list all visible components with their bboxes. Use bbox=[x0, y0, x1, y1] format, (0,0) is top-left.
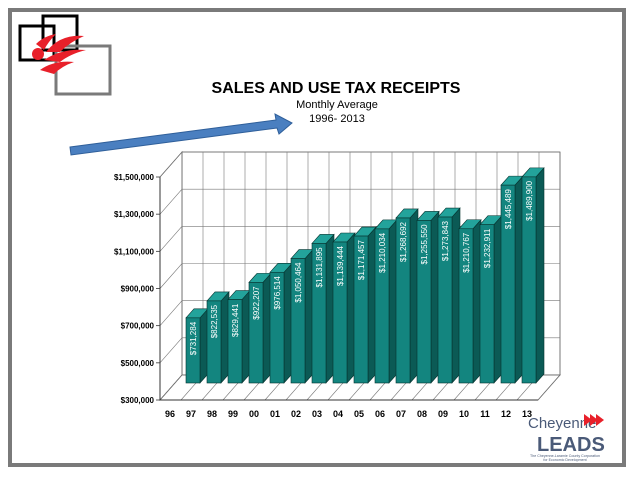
bar-value-label: $1,489,900 bbox=[525, 180, 534, 221]
bar-value-label: $1,255,550 bbox=[420, 224, 429, 265]
bar bbox=[437, 216, 453, 384]
logo-tagline-2: for Economic Development bbox=[543, 458, 586, 462]
x-tick-label: 04 bbox=[333, 409, 343, 419]
bar-value-label: $1,131,895 bbox=[315, 247, 324, 288]
bar bbox=[416, 220, 432, 384]
chart-subtitle-2: 1996- 2013 bbox=[309, 113, 365, 125]
cheyenne-leads-logo: Cheyenne LEADS The Cheyenne-Laramie Coun… bbox=[528, 414, 605, 462]
floor-gridline bbox=[537, 374, 561, 401]
bar bbox=[374, 228, 390, 384]
logo-chevron-1 bbox=[584, 414, 592, 426]
bar-value-label: $731,284 bbox=[189, 321, 198, 355]
x-tick-label: 00 bbox=[249, 409, 259, 419]
bar-value-label: $822,535 bbox=[210, 304, 219, 338]
y-tick-label: $700,000 bbox=[121, 322, 155, 331]
arrow-graphic bbox=[69, 113, 293, 156]
logo-red-mark bbox=[32, 34, 86, 74]
plot-area: $300,000 $500,000 $700,000 $900,000 $1,100,0… bbox=[114, 150, 561, 419]
bar bbox=[521, 176, 537, 384]
logo-brand-top: Cheyenne bbox=[528, 415, 596, 432]
logo-brand-bottom: LEADS bbox=[537, 434, 605, 456]
bar-value-label: $1,171,457 bbox=[357, 240, 366, 281]
floor-gridline bbox=[159, 374, 183, 401]
logo-square-1 bbox=[18, 24, 56, 62]
x-tick-label: 10 bbox=[459, 409, 469, 419]
bar bbox=[206, 300, 222, 384]
bar-value-label: $1,139,444 bbox=[336, 245, 345, 286]
bar bbox=[185, 317, 201, 384]
bar bbox=[395, 217, 411, 384]
x-tick-label: 09 bbox=[438, 409, 448, 419]
x-tick-label: 02 bbox=[291, 409, 301, 419]
y-tick-label: $1,100,000 bbox=[114, 247, 155, 256]
bar-side bbox=[535, 167, 545, 384]
x-tick-label: 98 bbox=[207, 409, 217, 419]
bar bbox=[248, 282, 264, 384]
x-tick-label: 05 bbox=[354, 409, 364, 419]
bar-value-label: $1,050,464 bbox=[294, 262, 303, 303]
bar-value-label: $1,445,489 bbox=[504, 189, 513, 230]
bar-value-label: $1,268,692 bbox=[399, 221, 408, 262]
logo-mark bbox=[18, 14, 112, 96]
y-tick-label: $300,000 bbox=[121, 396, 155, 405]
x-tick-label: 97 bbox=[186, 409, 196, 419]
bar-value-label: $1,273,843 bbox=[441, 220, 450, 261]
x-tick-label: 03 bbox=[312, 409, 322, 419]
bar-value-label: $1,210,034 bbox=[378, 232, 387, 273]
bar bbox=[353, 235, 369, 384]
bar-value-label: $829,441 bbox=[231, 303, 240, 337]
bar bbox=[500, 184, 516, 384]
x-tick-label: 01 bbox=[270, 409, 280, 419]
y-tick-label: $900,000 bbox=[121, 285, 155, 294]
x-tick-label: 08 bbox=[417, 409, 427, 419]
bar-value-label: $922,207 bbox=[252, 286, 261, 320]
bar bbox=[458, 228, 474, 384]
bar bbox=[311, 243, 327, 384]
y-tick-label: $500,000 bbox=[121, 359, 155, 368]
x-tick-label: 07 bbox=[396, 409, 406, 419]
chart-title: SALES AND USE TAX RECEIPTS bbox=[212, 80, 461, 97]
logo-chevron-2 bbox=[590, 414, 598, 426]
x-tick-label: 12 bbox=[501, 409, 511, 419]
bar bbox=[269, 271, 285, 384]
bar-value-label: $1,232,911 bbox=[483, 228, 492, 268]
x-tick-label: 13 bbox=[522, 409, 532, 419]
y-tick-label: $1,300,000 bbox=[114, 210, 155, 219]
bar-value-label: $1,210,767 bbox=[462, 232, 471, 273]
bar bbox=[332, 241, 348, 384]
x-tick-label: 06 bbox=[375, 409, 385, 419]
logo-chevron-3 bbox=[596, 414, 604, 426]
chart-subtitle-1: Monthly Average bbox=[296, 99, 378, 111]
bar-value-label: $976,514 bbox=[273, 276, 282, 310]
bar bbox=[227, 299, 243, 384]
x-tick-label: 96 bbox=[165, 409, 175, 419]
x-tick-label: 11 bbox=[480, 409, 490, 419]
x-tick-label: 99 bbox=[228, 409, 238, 419]
y-tick-label: $1,500,000 bbox=[114, 173, 155, 182]
bar bbox=[479, 224, 495, 384]
logo-tagline-1: The Cheyenne-Laramie County Corporation bbox=[530, 454, 600, 458]
bar bbox=[290, 258, 306, 384]
